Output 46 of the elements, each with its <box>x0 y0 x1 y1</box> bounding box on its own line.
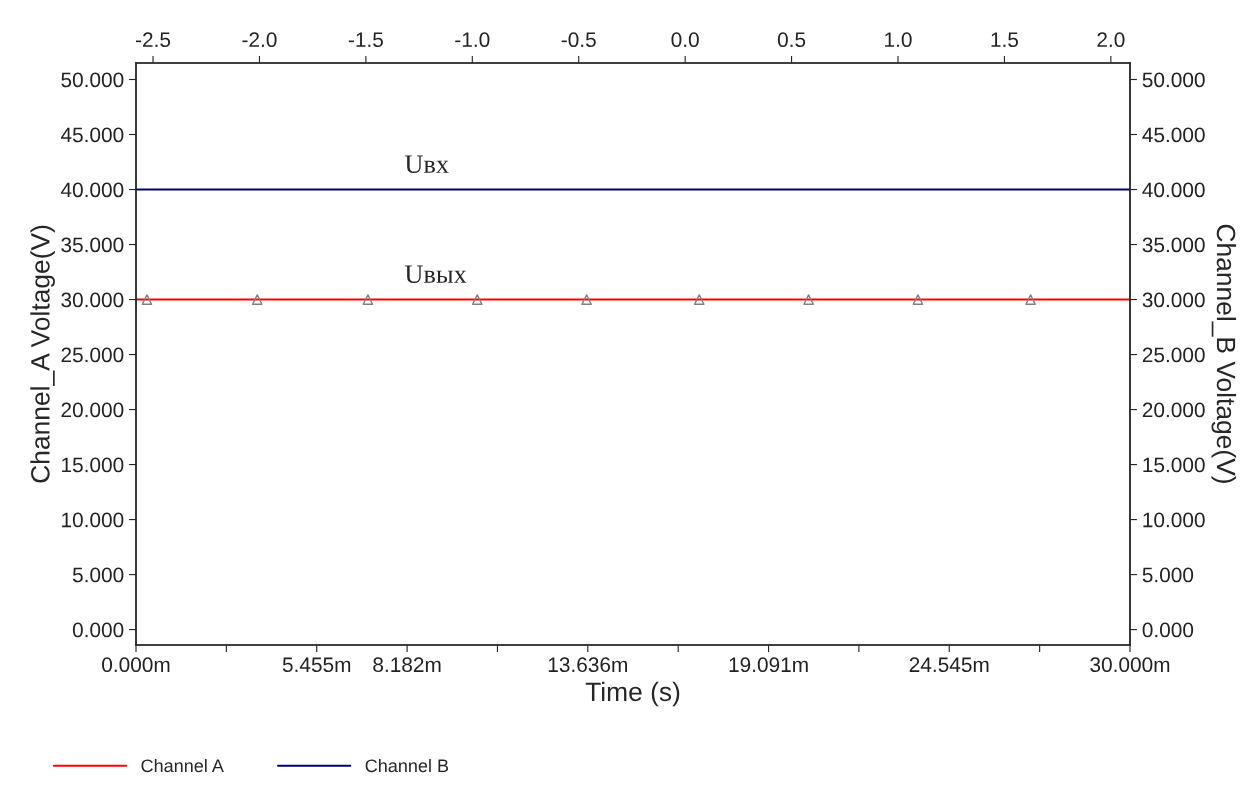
x2-tick-label: 1.5 <box>991 32 1019 48</box>
y2-tick-label: 45.000 <box>1142 127 1205 143</box>
legend-label: Channel A <box>141 758 224 773</box>
y2-tick-label: 25.000 <box>1142 347 1205 363</box>
y-tick-label: 35.000 <box>61 237 124 253</box>
x2-tick-label: 1.0 <box>885 32 912 48</box>
x-tick-label: 24.545m <box>909 657 989 673</box>
x2-tick-label: -0.5 <box>561 32 596 48</box>
y-axis-title: Channel_A Voltage(V) <box>30 225 55 483</box>
y2-tick-label: 15.000 <box>1143 457 1205 473</box>
y2-tick-label: 30.000 <box>1142 292 1205 308</box>
y2-axis-title: Channel_B Voltage(V) <box>1211 224 1237 483</box>
y-tick-label: 30.000 <box>61 292 124 308</box>
y-tick-label: 5.000 <box>72 567 124 583</box>
x2-tick-label: -1.0 <box>455 32 490 48</box>
x-tick-label: 30.000m <box>1090 657 1170 673</box>
y-tick-label: 40.000 <box>60 182 124 198</box>
y-tick-label: 45.000 <box>60 127 124 143</box>
y-tick-label: 15.000 <box>62 457 124 473</box>
x-tick-label: 0.000m <box>102 657 170 673</box>
x2-tick-label: 2.0 <box>1097 32 1125 48</box>
y-tick-label: 20.000 <box>61 402 124 418</box>
legend-label: Channel B <box>365 758 449 773</box>
y2-tick-label: 0.000 <box>1142 622 1194 638</box>
y2-tick-label: 50.000 <box>1142 72 1205 88</box>
y-tick-label: 25.000 <box>61 347 124 363</box>
y2-tick-label: 5.000 <box>1142 567 1194 583</box>
annotation: Uвых <box>404 265 467 284</box>
x-tick-label: 19.091m <box>729 657 808 673</box>
x2-tick-label: 0.5 <box>777 32 806 48</box>
x2-tick-label: -1.5 <box>348 32 383 48</box>
y-tick-label: 50.000 <box>61 72 124 88</box>
y-tick-label: 10.000 <box>62 512 124 528</box>
y2-tick-label: 20.000 <box>1142 402 1205 418</box>
x2-tick-label: 0.0 <box>671 32 699 48</box>
y-tick-label: 0.000 <box>72 622 124 638</box>
y2-tick-label: 40.000 <box>1142 182 1205 198</box>
annotation: Uвх <box>404 155 449 174</box>
x2-tick-label: -2.5 <box>136 32 171 48</box>
y2-tick-label: 35.000 <box>1142 237 1205 253</box>
x-tick-label: 8.182m <box>373 657 441 673</box>
x-axis-title: Time (s) <box>585 681 680 707</box>
y2-tick-label: 10.000 <box>1143 512 1205 528</box>
x2-tick-label: -2.0 <box>242 32 277 48</box>
x-tick-label: 5.455m <box>282 657 351 673</box>
x-tick-label: 13.636m <box>548 657 627 673</box>
